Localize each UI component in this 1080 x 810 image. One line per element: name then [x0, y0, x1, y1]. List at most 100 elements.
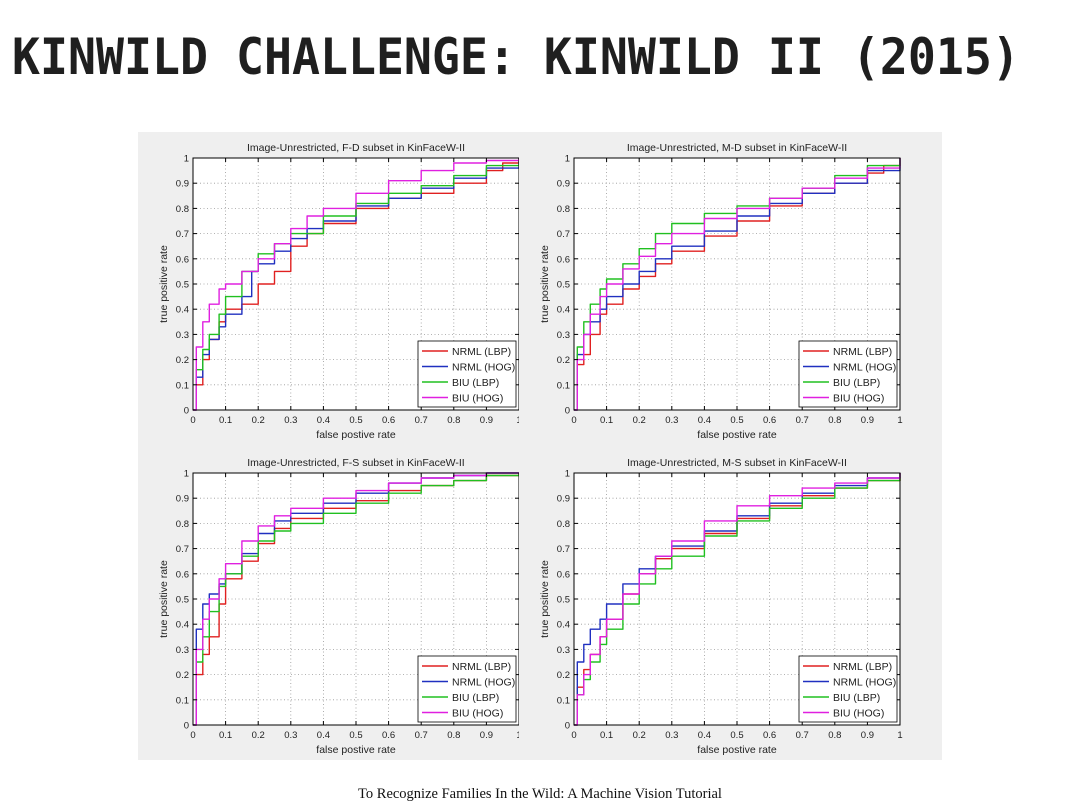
legend-label-3: BIU (LBP) [452, 692, 499, 704]
x-tick-label: 0.3 [284, 415, 297, 426]
x-tick-label: 0.6 [763, 415, 776, 426]
y-tick-label: 0.8 [557, 204, 570, 215]
roc-plot-fd: 0 0.1 0.2 0.3 0.4 0.5 0.6 0.7 0.8 0.9 1 0 0.1 0.2 0.3 0… [138, 133, 523, 444]
y-tick-label: 0.1 [557, 380, 570, 391]
x-axis-label: false postive rate [697, 429, 777, 441]
y-tick-label: 0.3 [176, 645, 189, 656]
plot-title: Image-Unrestricted, F-S subset in KinFac… [247, 457, 464, 469]
y-tick-label: 0.5 [176, 280, 189, 291]
x-tick-label: 0.7 [796, 730, 809, 741]
x-tick-label: 0.7 [415, 730, 428, 741]
y-tick-label: 0.8 [176, 519, 189, 530]
legend-label-4: BIU (HOG) [833, 392, 884, 404]
x-tick-label: 0.3 [665, 415, 678, 426]
x-tick-label: 0.6 [382, 415, 395, 426]
x-tick-label: 0.1 [219, 730, 232, 741]
y-axis-label: true positive rate [539, 245, 551, 323]
x-tick-label: 0.5 [730, 415, 743, 426]
x-tick-label: 0 [190, 730, 195, 741]
x-tick-label: 0.2 [252, 415, 265, 426]
x-tick-label: 0.4 [698, 415, 711, 426]
series-line-4 [574, 473, 901, 726]
y-tick-label: 0.1 [176, 695, 189, 706]
legend-label-1: NRML (LBP) [833, 661, 892, 673]
x-tick-label: 0.5 [349, 415, 362, 426]
legend-box [798, 655, 898, 723]
legend-label-2: NRML (HOG) [452, 676, 515, 688]
x-tick-label: 0.6 [382, 730, 395, 741]
x-tick-label: 0.3 [284, 730, 297, 741]
x-tick-label: 0.8 [447, 415, 460, 426]
x-tick-label: 0.2 [633, 730, 646, 741]
y-tick-label: 0.1 [557, 695, 570, 706]
y-tick-label: 1 [565, 154, 570, 165]
y-tick-label: 0.4 [176, 305, 189, 316]
y-tick-label: 0.5 [176, 595, 189, 606]
series-line-4 [193, 158, 520, 411]
series-line-4 [193, 472, 519, 726]
y-axis-label: true positive rate [539, 560, 551, 638]
y-tick-label: 0.5 [557, 595, 570, 606]
x-tick-label: 1 [897, 415, 902, 426]
y-tick-label: 0.9 [176, 179, 189, 190]
x-tick-label: 0 [571, 730, 576, 741]
y-tick-label: 1 [184, 154, 189, 165]
x-tick-label: 0.4 [698, 730, 711, 741]
y-tick-label: 0.6 [176, 569, 189, 580]
x-tick-label: 0.1 [600, 415, 613, 426]
x-tick-label: 0.4 [317, 730, 330, 741]
y-tick-label: 0.7 [176, 229, 189, 240]
x-tick-label: 0.9 [861, 730, 874, 741]
x-tick-label: 0.8 [447, 730, 460, 741]
x-tick-label: 0.1 [219, 415, 232, 426]
x-tick-label: 0 [571, 415, 576, 426]
legend-label-2: NRML (HOG) [833, 676, 896, 688]
x-axis-label: false postive rate [316, 744, 396, 756]
y-tick-label: 0 [184, 406, 189, 417]
plot-title: Image-Unrestricted, F-D subset in KinFac… [247, 142, 465, 154]
y-tick-label: 0 [565, 721, 570, 732]
y-tick-label: 0.7 [557, 544, 570, 555]
y-tick-label: 1 [565, 469, 570, 480]
legend-label-4: BIU (HOG) [452, 707, 503, 719]
x-tick-label: 0.5 [349, 730, 362, 741]
y-tick-label: 0.7 [557, 229, 570, 240]
x-axis-label: false postive rate [316, 429, 396, 441]
roc-plot-ms: 0 0.1 0.2 0.3 0.4 0.5 0.6 0.7 0.8 0.9 1 0 0.1 0.2 0.3 0… [519, 448, 904, 759]
legend-label-4: BIU (HOG) [833, 707, 884, 719]
y-tick-label: 0.3 [176, 330, 189, 341]
y-tick-label: 0.3 [557, 645, 570, 656]
y-tick-label: 0.4 [176, 620, 189, 631]
legend-label-2: NRML (HOG) [833, 361, 896, 373]
slide-title: KINWILD CHALLENGE: KINWILD II (2015) [12, 28, 1020, 86]
x-tick-label: 0.8 [828, 730, 841, 741]
series-line-4 [574, 158, 901, 411]
y-tick-label: 0.6 [557, 569, 570, 580]
legend-label-2: NRML (HOG) [452, 361, 515, 373]
y-tick-label: 0.2 [557, 670, 570, 681]
y-tick-label: 0.4 [557, 620, 570, 631]
x-tick-label: 0.9 [861, 415, 874, 426]
x-tick-label: 0.8 [828, 415, 841, 426]
y-tick-label: 0.8 [557, 519, 570, 530]
x-tick-label: 0.7 [796, 415, 809, 426]
x-tick-label: 0.6 [763, 730, 776, 741]
plot-title: Image-Unrestricted, M-D subset in KinFac… [627, 142, 847, 154]
legend-label-1: NRML (LBP) [452, 661, 511, 673]
legend-box [798, 340, 898, 408]
legend-label-3: BIU (LBP) [833, 377, 880, 389]
x-tick-label: 0.4 [317, 415, 330, 426]
y-tick-label: 1 [184, 469, 189, 480]
roc-plot-md: 0 0.1 0.2 0.3 0.4 0.5 0.6 0.7 0.8 0.9 1 0 0.1 0.2 0.3 0… [519, 133, 904, 444]
plot-title: Image-Unrestricted, M-S subset in KinFac… [627, 457, 847, 469]
slide-footer: To Recognize Families In the Wild: A Mac… [358, 786, 722, 802]
x-tick-label: 0.7 [415, 415, 428, 426]
y-tick-label: 0.6 [176, 254, 189, 265]
y-tick-label: 0.9 [176, 494, 189, 505]
y-tick-label: 0.6 [557, 254, 570, 265]
roc-plot-fs: 0 0.1 0.2 0.3 0.4 0.5 0.6 0.7 0.8 0.9 1 0 0.1 0.2 0.3 0… [138, 448, 523, 759]
x-tick-label: 0.5 [730, 730, 743, 741]
legend-box [417, 655, 517, 723]
y-tick-label: 0.5 [557, 280, 570, 291]
y-tick-label: 0.2 [176, 670, 189, 681]
